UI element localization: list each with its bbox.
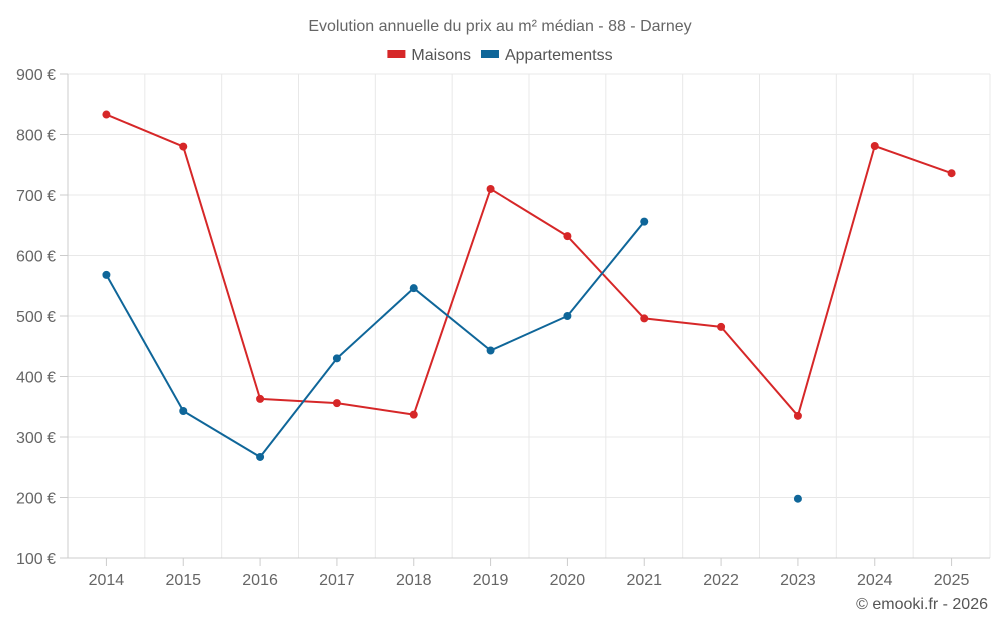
data-point[interactable]	[409, 284, 418, 293]
x-tick-label: 2018	[396, 572, 432, 589]
x-tick-label: 2017	[319, 572, 355, 589]
x-tick-label: 2023	[780, 572, 816, 589]
legend-label: Appartementss	[505, 47, 613, 64]
legend-swatch	[387, 50, 406, 58]
y-tick-label: 200 €	[16, 491, 56, 508]
series-line	[106, 113, 952, 417]
data-point[interactable]	[793, 494, 802, 503]
y-tick-label: 100 €	[16, 551, 56, 568]
series-maisons	[102, 110, 956, 420]
credit-text: © emooki.fr - 2026	[856, 596, 988, 613]
legend-item[interactable]: Maisons	[387, 47, 471, 64]
legend[interactable]: Maisons Appartementss	[387, 47, 613, 64]
y-axis: 100 € 200 € 300 € 400 € 500 € 600 € 700 € 800 €…	[16, 67, 69, 568]
y-tick-label: 600 €	[16, 249, 56, 266]
data-point[interactable]	[640, 314, 649, 323]
data-point[interactable]	[332, 399, 341, 408]
series-group	[102, 110, 956, 503]
data-point[interactable]	[947, 169, 956, 178]
x-tick-label: 2022	[703, 572, 739, 589]
x-tick-label: 2024	[857, 572, 893, 589]
x-tick-label: 2020	[550, 572, 586, 589]
x-axis: 2014 2015 2016 2017 2018 2019 2020 2021 2022 2023…	[68, 557, 990, 589]
y-tick-label: 800 €	[16, 128, 56, 145]
legend-label: Maisons	[411, 47, 471, 64]
y-tick-label: 400 €	[16, 370, 56, 387]
x-tick-label: 2025	[934, 572, 970, 589]
grid	[67, 73, 991, 559]
data-point[interactable]	[102, 270, 111, 279]
data-point[interactable]	[409, 410, 418, 419]
x-tick-label: 2019	[473, 572, 509, 589]
x-tick-label: 2014	[89, 572, 125, 589]
data-point[interactable]	[870, 141, 879, 150]
legend-swatch	[480, 50, 499, 58]
data-point[interactable]	[179, 142, 188, 151]
y-tick-label: 300 €	[16, 430, 56, 447]
data-point[interactable]	[793, 411, 802, 420]
data-point[interactable]	[256, 452, 265, 461]
data-point[interactable]	[332, 354, 341, 363]
data-point[interactable]	[486, 346, 495, 355]
chart-title: Evolution annuelle du prix au m² médian …	[308, 18, 691, 35]
data-point[interactable]	[717, 322, 726, 331]
data-point[interactable]	[563, 312, 572, 320]
y-tick-label: 900 €	[16, 67, 56, 84]
data-point[interactable]	[102, 110, 111, 119]
data-point[interactable]	[486, 184, 495, 193]
legend-item[interactable]: Appartementss	[480, 47, 613, 64]
x-tick-label: 2016	[242, 572, 278, 589]
x-tick-label: 2015	[165, 572, 201, 589]
x-tick-label: 2021	[626, 572, 662, 589]
data-point[interactable]	[563, 232, 572, 241]
series-appartementss	[102, 217, 802, 503]
y-tick-label: 700 €	[16, 188, 56, 205]
data-point[interactable]	[640, 217, 649, 226]
data-point[interactable]	[256, 394, 265, 403]
y-tick-label: 500 €	[16, 309, 56, 326]
data-point[interactable]	[179, 406, 188, 415]
series-line	[105, 220, 646, 458]
